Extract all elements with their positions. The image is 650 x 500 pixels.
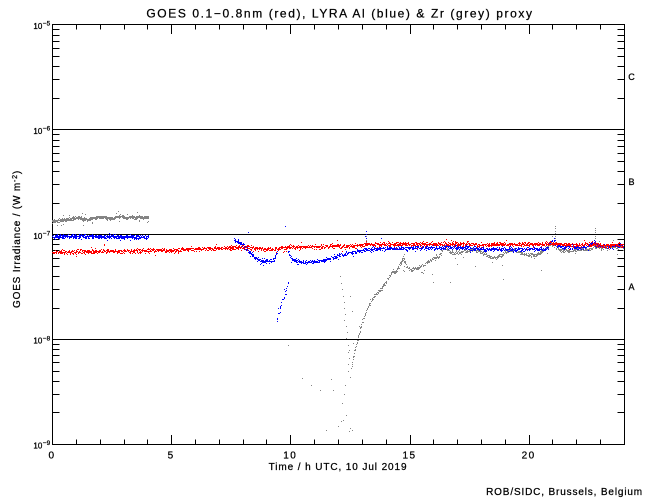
svg-text:GOES Irradiance / (W m-2): GOES Irradiance / (W m-2) xyxy=(12,170,23,308)
svg-text:−9: −9 xyxy=(43,440,51,447)
svg-text:−6: −6 xyxy=(43,126,51,133)
svg-text:−5: −5 xyxy=(43,21,51,28)
svg-text:10: 10 xyxy=(33,127,42,136)
svg-text:−7: −7 xyxy=(43,231,51,238)
svg-text:GOES 0.1−0.8nm (red), LYRA Al: GOES 0.1−0.8nm (red), LYRA Al (blue) & Z… xyxy=(146,7,533,21)
svg-text:15: 15 xyxy=(402,451,416,462)
svg-text:10: 10 xyxy=(283,451,297,462)
svg-text:20: 20 xyxy=(522,451,536,462)
svg-text:Time / h UTC, 10 Jul 2019: Time / h UTC, 10 Jul 2019 xyxy=(269,462,408,473)
svg-text:5: 5 xyxy=(168,451,175,462)
svg-text:ROB/SIDC, Brussels, Belgium: ROB/SIDC, Brussels, Belgium xyxy=(486,487,643,498)
svg-text:10: 10 xyxy=(33,337,42,346)
svg-text:10: 10 xyxy=(33,22,42,31)
svg-text:0: 0 xyxy=(48,451,55,462)
svg-text:C: C xyxy=(628,72,635,82)
svg-text:10: 10 xyxy=(33,232,42,241)
svg-text:10: 10 xyxy=(33,442,42,451)
svg-text:B: B xyxy=(628,177,634,187)
svg-text:A: A xyxy=(628,282,634,292)
svg-text:−8: −8 xyxy=(43,335,51,342)
